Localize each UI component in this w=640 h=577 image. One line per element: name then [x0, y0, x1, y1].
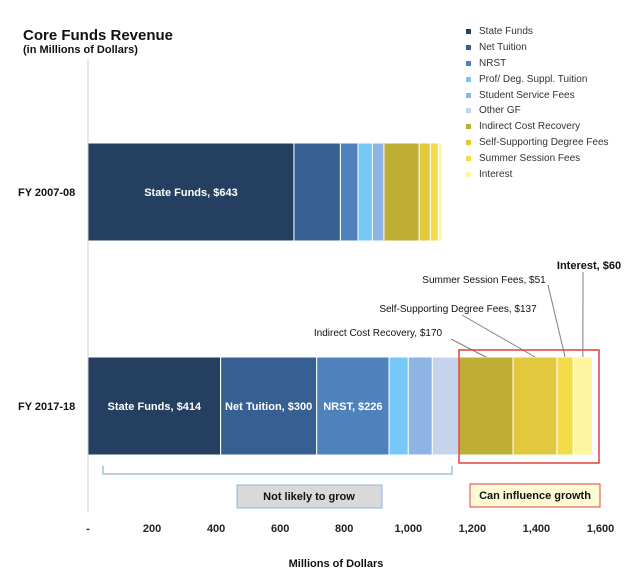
x-tick-label: 1,200	[459, 523, 487, 535]
callout-leader-indirect-cost-recovery	[450, 338, 487, 358]
legend-swatch	[466, 108, 471, 114]
legend-item-other-gf: Other GF	[466, 103, 609, 119]
x-tick-label: 1,000	[395, 523, 423, 535]
legend-item-student-service-fees: Student Service Fees	[466, 87, 609, 103]
legend-swatch	[466, 139, 471, 145]
x-tick-label: 400	[207, 523, 225, 535]
bar-data-label: State Funds, $414	[108, 401, 202, 413]
bar-segment-fy-2017-18-prof-deg-suppl-tuition	[388, 356, 409, 456]
legend-swatch	[466, 76, 471, 82]
legend-label: NRST	[479, 57, 507, 69]
annotation-box-not-likely	[236, 484, 383, 509]
legend-label: Net Tuition	[479, 42, 527, 54]
bar-segment-fy-2017-18-student-service-fees	[407, 356, 433, 456]
legend-label: Other GF	[479, 105, 521, 117]
legend-label: Self-Supporting Degree Fees	[479, 136, 609, 148]
callout-label-summer-session-fees: Summer Session Fees, $51	[422, 275, 546, 286]
bar-segment-fy-2007-08-net-tuition	[293, 142, 341, 242]
legend-item-self-supporting-degree-fees: Self-Supporting Degree Fees	[466, 135, 609, 151]
bar-segment-fy-2007-08-self-supporting-degree-fees	[418, 142, 431, 242]
annotation-box-can-influence	[469, 483, 601, 508]
legend-swatch	[466, 171, 471, 177]
legend-swatch	[466, 124, 471, 130]
legend-label: Indirect Cost Recovery	[479, 121, 581, 133]
callout-leader-summer-session-fees	[547, 284, 566, 358]
bar-segment-fy-2007-08-nrst	[339, 142, 359, 242]
legend-item-indirect-cost-recovery: Indirect Cost Recovery	[466, 119, 609, 135]
x-tick-label: 800	[335, 523, 353, 535]
x-tick-label: 200	[143, 523, 161, 535]
bar-segment-fy-2007-08-student-service-fees	[371, 142, 385, 242]
legend-item-summer-session-fees: Summer Session Fees	[466, 150, 609, 166]
x-tick-label: -	[86, 523, 90, 535]
chart-legend: State Funds Net Tuition NRST Prof/ Deg. Sup…	[466, 24, 609, 182]
legend-label: Summer Session Fees	[479, 152, 581, 164]
legend-item-prof-deg-suppl-tuition: Prof/ Deg. Suppl. Tuition	[466, 71, 609, 87]
bar-segment-fy-2007-08-prof-deg-suppl-tuition	[357, 142, 373, 242]
x-tick-label: 1,600	[587, 523, 615, 535]
legend-label: Interest	[479, 168, 513, 180]
bar-segment-fy-2007-08-indirect-cost-recovery	[383, 142, 420, 242]
bar-segment-fy-2017-18-summer-session-fees	[556, 356, 574, 456]
legend-item-net-tuition: Net Tuition	[466, 40, 609, 56]
chart-title: Core Funds Revenue	[23, 27, 174, 44]
bar-data-label: NRST, $226	[323, 401, 382, 413]
legend-label: Student Service Fees	[479, 89, 575, 101]
bar-segment-fy-2017-18-other-gf	[431, 356, 460, 456]
chart-subtitle: (in Millions of Dollars)	[23, 44, 138, 56]
callout-label-indirect-cost-recovery: Indirect Cost Recovery, $170	[314, 328, 443, 339]
bar-segment-fy-2017-18-interest	[572, 356, 593, 456]
category-label: FY 2007-08	[18, 187, 75, 199]
bar-segment-fy-2007-08-summer-session-fees	[429, 142, 439, 242]
bar-data-label: State Funds, $643	[144, 187, 238, 199]
annotation-can-influence: Can influence growth	[479, 490, 591, 502]
category-label: FY 2017-18	[18, 401, 75, 413]
legend-swatch	[466, 60, 471, 66]
bar-segment-fy-2017-18-nrst	[316, 356, 390, 456]
bar-segment-fy-2017-18-indirect-cost-recovery	[458, 356, 514, 456]
legend-label: Prof/ Deg. Suppl. Tuition	[479, 73, 588, 85]
legend-swatch	[466, 155, 471, 161]
bar-segment-fy-2017-18-self-supporting-degree-fees	[512, 356, 558, 456]
legend-swatch	[466, 45, 471, 51]
bar-segment-fy-2007-08-state-funds	[87, 142, 295, 242]
bar-segment-fy-2007-08-interest	[437, 142, 443, 242]
callout-label-self-supporting-degree-fees: Self-Supporting Degree Fees, $137	[379, 304, 537, 315]
legend-item-state-funds: State Funds	[466, 24, 609, 40]
callout-label-interest: Interest, $60	[557, 260, 621, 272]
legend-swatch	[466, 29, 471, 35]
bar-segment-fy-2017-18-net-tuition	[220, 356, 318, 456]
legend-item-interest: Interest	[466, 166, 609, 182]
legend-label: State Funds	[479, 26, 533, 38]
annotation-not-likely: Not likely to grow	[263, 491, 355, 503]
legend-item-nrst: NRST	[466, 56, 609, 72]
x-tick-label: 1,400	[523, 523, 551, 535]
x-tick-label: 600	[271, 523, 289, 535]
bracket-not-likely	[102, 466, 453, 475]
bar-data-label: Net Tuition, $300	[225, 401, 312, 413]
highlight-box	[458, 349, 600, 464]
x-axis-title: Millions of Dollars	[289, 558, 384, 570]
legend-swatch	[466, 92, 471, 98]
